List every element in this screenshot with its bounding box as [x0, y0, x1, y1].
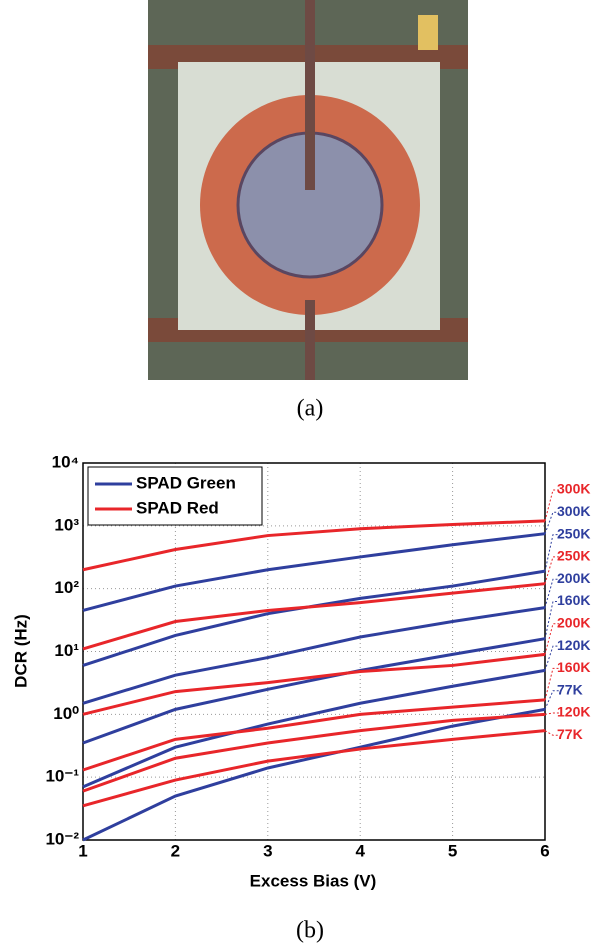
annotation-leader [544, 667, 559, 700]
y-tick-label: 10⁻² [45, 829, 79, 848]
annotation-leader [544, 534, 559, 572]
x-tick-label: 5 [448, 841, 457, 860]
series-line [82, 729, 546, 808]
series-annotation: 250K [557, 525, 590, 541]
legend-label: SPAD Green [136, 473, 236, 492]
series-line [82, 519, 546, 572]
annotation-leader [544, 730, 559, 736]
legend-label: SPAD Red [136, 498, 219, 517]
series-line [82, 652, 546, 716]
legend-box [87, 466, 263, 526]
series-annotation: 200K [557, 615, 590, 631]
y-axis-label: DCR (Hz) [11, 614, 30, 688]
series-annotation: 160K [557, 592, 590, 608]
series-annotation: 300K [557, 481, 590, 497]
y-tick-label: 10² [54, 578, 79, 597]
x-axis-label: Excess Bias (V) [250, 871, 377, 890]
plot-frame [82, 462, 546, 841]
series-line [82, 707, 546, 842]
x-tick-label: 4 [355, 841, 365, 860]
annotation-leader [544, 712, 559, 715]
series-line [82, 698, 546, 772]
series-line [82, 668, 546, 789]
annotation-leader [544, 601, 559, 639]
annotation-leader [544, 645, 559, 671]
x-tick-label: 6 [540, 841, 549, 860]
series-line [82, 606, 546, 705]
series-annotation: 77K [557, 726, 583, 742]
y-tick-label: 10³ [54, 515, 79, 534]
series-annotation: 160K [557, 659, 590, 675]
annotation-leader [544, 578, 559, 608]
x-tick-label: 1 [78, 841, 87, 860]
series-line [82, 637, 546, 745]
series-annotation: 77K [557, 681, 583, 697]
caption: (b) [296, 918, 324, 944]
x-tick-label: 3 [263, 841, 272, 860]
series-annotation: 250K [557, 548, 590, 564]
series-line [82, 532, 546, 612]
annotation-leader [544, 556, 559, 584]
series-line [82, 712, 546, 793]
series-annotation: 120K [557, 704, 590, 720]
y-tick-label: 10¹ [54, 641, 79, 660]
y-tick-label: 10⁰ [53, 704, 79, 723]
series-annotation: 120K [557, 637, 590, 653]
caption: (a) [297, 396, 324, 422]
series-annotation: 200K [557, 570, 590, 586]
series-line [82, 582, 546, 651]
y-tick-label: 10⁴ [52, 452, 79, 471]
chip-photo [148, 0, 468, 380]
x-tick-label: 2 [171, 841, 180, 860]
annotation-leader [544, 690, 559, 710]
y-tick-label: 10⁻¹ [45, 767, 79, 786]
series-annotation: 300K [557, 503, 590, 519]
